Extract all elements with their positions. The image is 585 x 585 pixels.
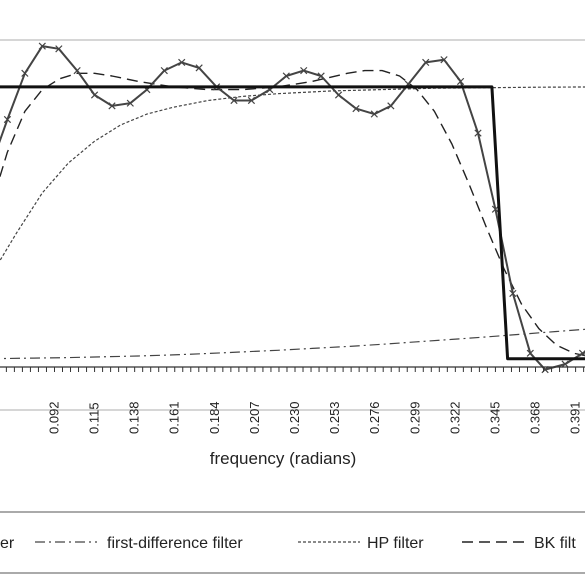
x-tick-label: 0.253: [327, 401, 342, 434]
marker-stroke: [90, 91, 99, 99]
marker-stroke: [300, 66, 308, 75]
legend-label-ideal-filter: er: [0, 535, 15, 552]
data-point-cf-filter: [126, 99, 134, 107]
series-line-hp-filter: [0, 86, 585, 262]
x-tick-label: 0.092: [46, 401, 61, 434]
series-line-ideal-filter: [0, 85, 585, 361]
x-axis-title: frequency (radians): [210, 449, 356, 468]
marker-stroke: [160, 66, 168, 75]
legend: er first-difference filter HP filter BK …: [0, 511, 585, 574]
marker-stroke: [370, 110, 378, 118]
data-point-cf-filter: [73, 66, 81, 75]
data-point-cf-filter: [21, 69, 29, 77]
marker-stroke: [178, 58, 186, 67]
marker-stroke: [195, 64, 203, 72]
data-point-cf-filter: [387, 102, 395, 110]
x-tick-label: 0.345: [487, 401, 502, 434]
legend-label-hp-filter: HP filter: [367, 535, 424, 552]
marker-stroke: [3, 115, 12, 124]
data-point-cf-filter: [509, 289, 517, 298]
data-point-cf-filter: [108, 102, 116, 110]
series-line-cf-filter: [0, 45, 585, 371]
data-point-cf-filter: [195, 64, 203, 72]
marker-stroke: [247, 96, 256, 105]
marker-stroke: [422, 58, 430, 67]
x-tick-label: 0.161: [167, 401, 182, 434]
legend-label-bk-filter: BK filt: [534, 535, 576, 552]
data-point-cf-filter: [561, 360, 569, 368]
marker-stroke: [334, 91, 343, 99]
marker-stroke: [21, 69, 29, 77]
series-line-first-difference-filter: [0, 328, 585, 360]
data-point-cf-filter: [230, 96, 238, 105]
x-axis: [0, 366, 585, 372]
marker-stroke: [73, 66, 81, 75]
gridlines: [0, 39, 585, 411]
data-point-cf-filter: [282, 72, 290, 80]
data-point-cf-filter: [300, 66, 308, 75]
x-tick-labels: 0.092 0.115 0.138 0.161 0.184 0.207 0.230 0.253…: [46, 401, 582, 434]
x-tick-label: 0.138: [127, 401, 142, 434]
x-tick-label: 0.230: [287, 401, 302, 434]
marker-stroke: [38, 42, 46, 50]
data-point-cf-filter: [178, 58, 186, 67]
data-point-cf-filter: [456, 77, 465, 86]
x-tick-label: 0.184: [207, 401, 222, 434]
marker-stroke: [352, 104, 360, 113]
marker-stroke: [440, 56, 448, 64]
x-tick-label: 0.115: [87, 402, 102, 434]
data-point-cf-filter: [90, 91, 99, 99]
marker-stroke: [108, 102, 116, 110]
data-point-cf-filter: [55, 45, 63, 53]
data-point-cf-filter: [317, 72, 325, 80]
x-tick-label: 0.299: [407, 401, 422, 434]
data-point-cf-filter: [370, 110, 378, 118]
x-tick-label: 0.322: [447, 401, 462, 434]
marker-stroke: [456, 77, 465, 86]
data-point-cf-filter: [3, 115, 12, 124]
data-point-cf-filter: [526, 349, 534, 357]
marker-stroke: [317, 72, 325, 80]
x-tick-label: 0.368: [528, 401, 543, 434]
marker-stroke: [282, 72, 290, 80]
data-point-cf-filter: [160, 66, 168, 75]
data-point-cf-filter: [38, 42, 46, 50]
data-point-cf-filter: [247, 96, 256, 105]
marker-stroke: [230, 96, 238, 105]
marker-stroke: [561, 360, 569, 368]
marker-stroke: [526, 349, 534, 357]
data-point-cf-filter: [440, 56, 448, 64]
legend-frame: [0, 511, 585, 574]
x-tick-label: 0.391: [568, 401, 583, 434]
x-tick-label: 0.276: [367, 401, 382, 434]
marker-stroke: [55, 45, 63, 53]
legend-label-first-difference-filter: first-difference filter: [107, 535, 243, 552]
marker-stroke: [474, 129, 482, 137]
data-point-cf-filter: [474, 129, 482, 137]
series-group: [0, 42, 585, 374]
data-point-cf-filter: [352, 104, 360, 113]
marker-stroke: [387, 102, 395, 110]
data-point-cf-filter: [422, 58, 430, 67]
marker-stroke: [509, 289, 517, 298]
marker-stroke: [126, 99, 134, 107]
data-point-cf-filter: [334, 91, 343, 99]
x-tick-label: 0.207: [247, 401, 262, 434]
